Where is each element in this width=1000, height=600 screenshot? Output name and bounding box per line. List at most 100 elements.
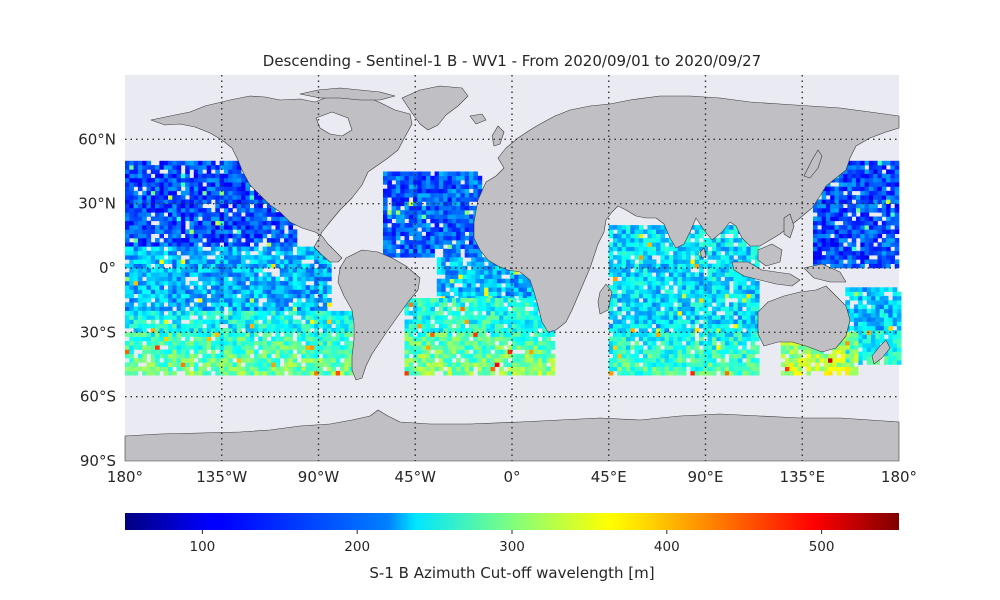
data-cell (862, 334, 867, 340)
data-cell (668, 263, 674, 269)
data-cell (686, 233, 691, 239)
data-cell (537, 332, 543, 337)
data-cell (438, 180, 444, 185)
data-cell (481, 353, 487, 359)
data-cell (400, 171, 405, 177)
data-cell (451, 340, 457, 346)
data-cell (271, 336, 276, 342)
data-cell (656, 250, 661, 256)
data-cell (404, 188, 410, 194)
data-cell (133, 345, 139, 350)
data-cell (301, 272, 306, 277)
data-cell (211, 177, 216, 183)
data-cell (236, 203, 242, 209)
data-cell (193, 212, 199, 217)
data-cell (851, 160, 857, 166)
data-cell (150, 310, 156, 316)
data-cell (501, 270, 506, 275)
data-cell (241, 323, 246, 329)
data-cell (305, 366, 311, 372)
data-cell (434, 240, 440, 245)
data-cell (215, 190, 220, 196)
data-cell (838, 225, 844, 230)
data-cell (232, 220, 238, 226)
data-cell (249, 280, 255, 286)
data-cell (843, 177, 848, 183)
data-cell (417, 323, 422, 329)
data-cell (668, 340, 674, 346)
data-cell (673, 340, 678, 346)
data-cell (509, 274, 515, 279)
data-cell (284, 233, 289, 239)
data-cell (520, 345, 526, 350)
data-cell (838, 195, 844, 200)
data-cell (241, 370, 246, 376)
data-cell (647, 298, 653, 303)
data-cell (533, 328, 539, 333)
data-cell (462, 287, 468, 292)
data-cell (830, 246, 835, 252)
data-cell (262, 358, 268, 363)
data-cell (681, 345, 687, 350)
data-cell (125, 216, 130, 222)
data-cell (720, 349, 726, 355)
data-cell (838, 190, 844, 196)
data-cell (473, 323, 478, 329)
data-cell (677, 276, 683, 282)
data-cell (864, 255, 870, 260)
data-cell (215, 169, 220, 174)
data-cell (262, 345, 268, 350)
data-cell (742, 310, 747, 316)
data-cell (254, 225, 259, 230)
data-cell (621, 298, 627, 303)
data-cell (288, 238, 293, 243)
data-cell (125, 345, 130, 350)
data-cell (202, 212, 207, 217)
data-cell (189, 310, 195, 316)
data-cell (486, 306, 491, 312)
data-cell (755, 289, 760, 294)
data-cell (613, 310, 618, 316)
data-cell (211, 349, 216, 355)
data-cell (228, 280, 233, 286)
data-cell (133, 216, 139, 222)
data-cell (176, 216, 182, 222)
data-cell (314, 302, 319, 307)
data-cell (660, 268, 665, 273)
data-cell (638, 306, 644, 312)
data-cell (847, 160, 852, 166)
data-cell (449, 274, 455, 279)
data-cell (215, 173, 220, 179)
data-cell (129, 306, 134, 312)
data-cell (391, 175, 397, 181)
data-cell (626, 332, 631, 337)
data-cell (888, 334, 893, 340)
data-cell (626, 306, 631, 312)
data-cell (617, 229, 622, 234)
data-cell (417, 192, 422, 198)
data-cell (318, 306, 324, 312)
data-cell (729, 328, 734, 333)
data-cell (643, 306, 648, 312)
data-cell (690, 340, 695, 346)
data-cell (843, 182, 848, 187)
data-cell (755, 306, 760, 312)
data-cell (271, 212, 276, 217)
data-cell (271, 362, 276, 367)
data-cell (460, 332, 465, 337)
data-cell (875, 360, 880, 365)
data-cell (176, 345, 182, 350)
data-cell (413, 231, 418, 237)
data-cell (503, 310, 508, 316)
data-cell (460, 323, 465, 329)
data-cell (737, 349, 743, 355)
data-cell (297, 340, 302, 346)
data-cell (451, 315, 457, 320)
data-cell (546, 345, 551, 350)
data-cell (656, 233, 661, 239)
data-cell (430, 323, 435, 329)
data-cell (729, 315, 734, 320)
data-cell (193, 242, 199, 247)
data-cell (868, 233, 874, 239)
data-cell (249, 362, 255, 367)
